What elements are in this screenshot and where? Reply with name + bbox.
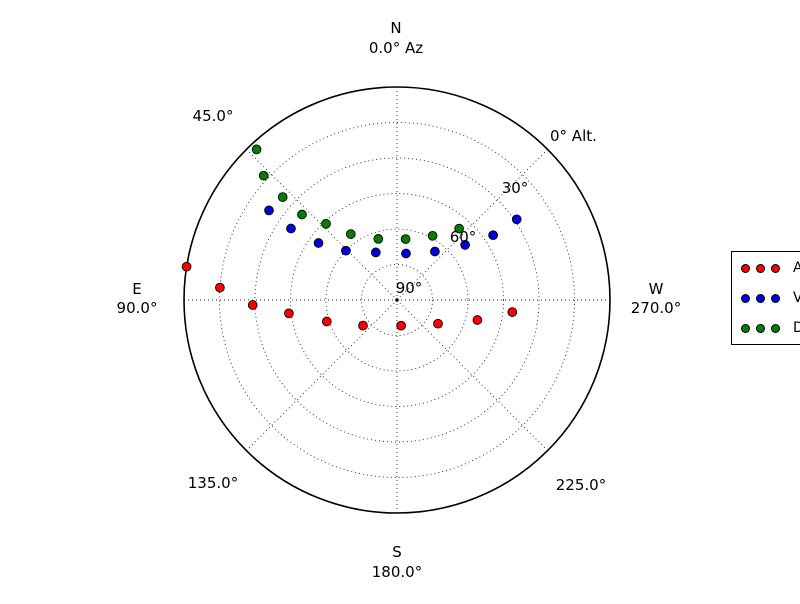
data-point-series-1 — [488, 230, 498, 241]
altitude-ring — [219, 122, 575, 478]
legend-marker-icon — [741, 293, 750, 303]
compass-label-az-225: 225.0° — [556, 476, 606, 494]
compass-label-az-90: E — [132, 280, 141, 298]
legend-marker-icon — [756, 263, 765, 273]
compass-label-az-180: S — [392, 543, 402, 561]
data-point-series-2 — [251, 144, 262, 155]
zenith-center-mark — [395, 298, 399, 302]
compass-label-az-90: 90.0° — [117, 299, 158, 317]
data-point-series-2 — [321, 218, 331, 229]
legend-label: A — [793, 260, 800, 276]
data-point-series-0 — [507, 307, 518, 317]
altitude-ring — [254, 157, 540, 443]
data-point-series-2 — [400, 234, 411, 244]
data-point-series-0 — [181, 261, 192, 272]
altitude-tick-label-90: 90° — [396, 279, 423, 297]
data-point-series-0 — [321, 316, 332, 327]
data-point-series-1 — [286, 223, 296, 234]
data-point-series-1 — [430, 246, 440, 257]
data-point-series-1 — [370, 247, 381, 258]
data-point-series-0 — [396, 320, 406, 331]
compass-label-az-0: N — [390, 19, 401, 37]
altitude-tick-label-60: 60° — [450, 228, 477, 246]
legend-marker-icon — [756, 293, 765, 303]
altitude-ring — [325, 228, 469, 372]
legend-marker-icon — [771, 323, 780, 333]
data-point-series-1 — [264, 205, 274, 216]
altitude-ring — [290, 193, 504, 407]
azimuth-spoke — [246, 299, 398, 451]
legend-marker-icon — [771, 263, 780, 273]
data-point-series-1 — [313, 238, 324, 248]
legend-label: V — [793, 290, 800, 306]
data-point-series-1 — [460, 240, 470, 250]
data-point-series-0 — [215, 282, 225, 293]
compass-label-az-0: 0.0° Az — [369, 39, 423, 57]
legend-entry: V — [741, 284, 800, 312]
azimuth-spoke — [396, 299, 548, 451]
data-point-series-0 — [358, 320, 368, 331]
compass-label-az-45: 45.0° — [193, 107, 234, 125]
legend-entry: D — [741, 314, 800, 342]
data-point-series-2 — [373, 234, 384, 244]
altitude-tick-label-0: 0° Alt. — [550, 127, 597, 145]
legend-marker-icon — [741, 263, 750, 273]
data-point-series-2 — [345, 229, 356, 239]
compass-label-az-270: 270.0° — [631, 299, 681, 317]
data-point-series-2 — [258, 170, 269, 181]
legend-marker-icon — [741, 323, 750, 333]
legend-entry: A — [741, 254, 800, 282]
compass-label-az-270: W — [649, 280, 664, 298]
legend-marker-icon — [771, 293, 780, 303]
horizon-circle — [183, 86, 611, 514]
data-point-series-2 — [454, 223, 464, 234]
data-point-series-0 — [247, 300, 258, 310]
legend-marker-icon — [756, 323, 765, 333]
data-point-series-2 — [427, 230, 438, 241]
data-point-series-0 — [284, 308, 294, 319]
legend-label: D — [793, 320, 800, 336]
data-point-series-2 — [297, 209, 307, 220]
data-point-series-1 — [401, 248, 411, 259]
data-point-series-1 — [341, 245, 351, 256]
data-point-series-0 — [472, 315, 483, 325]
data-point-series-2 — [277, 192, 288, 202]
altitude-ring — [361, 264, 433, 336]
compass-label-az-180: 180.0° — [372, 563, 422, 581]
data-point-series-1 — [511, 214, 522, 225]
data-point-series-0 — [433, 318, 443, 329]
compass-label-az-135: 135.0° — [188, 474, 238, 492]
altitude-tick-label-30: 30° — [502, 179, 529, 197]
